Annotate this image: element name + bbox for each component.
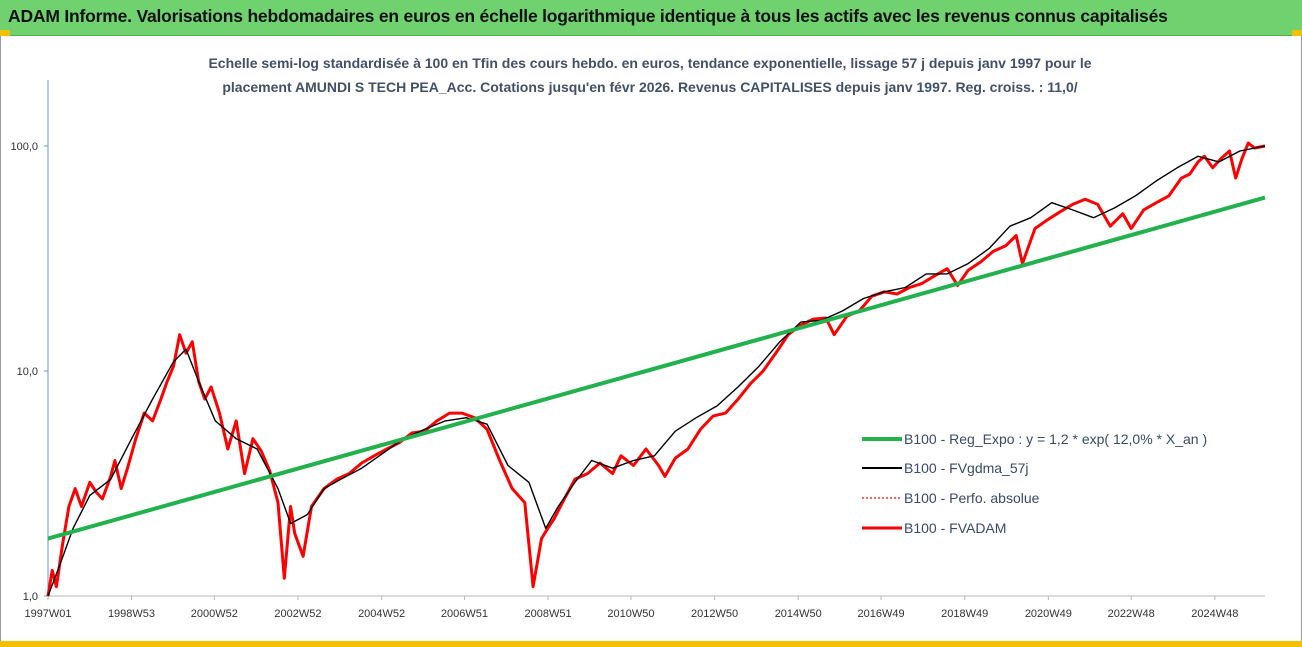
x-tick-label: 1998W53 [108,608,155,620]
x-tick-label: 2006W51 [441,608,488,620]
x-tick-label: 2020W49 [1025,608,1072,620]
series-line-reg-expo [47,195,1266,541]
x-tick-label: 1997W01 [24,608,71,620]
x-tick-label: 2010W50 [607,608,654,620]
x-tick-label: 2024W48 [1191,608,1238,620]
legend-label: B100 - FVgdma_57j [904,460,1029,476]
x-tick-label: 2000W52 [191,608,238,620]
x-tick-label: 2014W50 [775,608,822,620]
title-banner: ADAM Informe. Valorisations hebdomadaire… [0,0,1302,36]
chart-subtitle-line2: placement AMUNDI S TECH PEA_Acc. Cotatio… [222,79,1078,95]
x-tick-label: 2022W48 [1108,608,1155,620]
x-tick-label: 2012W50 [691,608,738,620]
chart-subtitle-line1: Echelle semi-log standardisée à 100 en T… [208,55,1092,71]
y-tick-label: 1,0 [23,591,38,603]
legend-label: B100 - FVADAM [904,520,1006,536]
legend-label: B100 - Perfo. absolue [904,490,1040,506]
chart-title: ADAM Informe. Valorisations hebdomadaire… [8,6,1168,26]
banner-corner-right [1292,30,1302,36]
x-tick-label: 2008W51 [525,608,572,620]
x-tick-label: 2016W49 [858,608,905,620]
y-tick-label: 100,0 [10,141,38,153]
legend-label: B100 - Reg_Expo : y = 1,2 * exp( 12,0% *… [904,431,1207,447]
x-tick-label: 2002W52 [274,608,321,620]
x-tick-label: 2004W52 [358,608,405,620]
x-tick-label: 2018W49 [941,608,988,620]
bottom-accent-bar [0,641,1302,647]
series-line-fvgdma [47,145,1266,597]
banner-corner-left [0,30,10,36]
y-tick-label: 10,0 [17,366,38,378]
